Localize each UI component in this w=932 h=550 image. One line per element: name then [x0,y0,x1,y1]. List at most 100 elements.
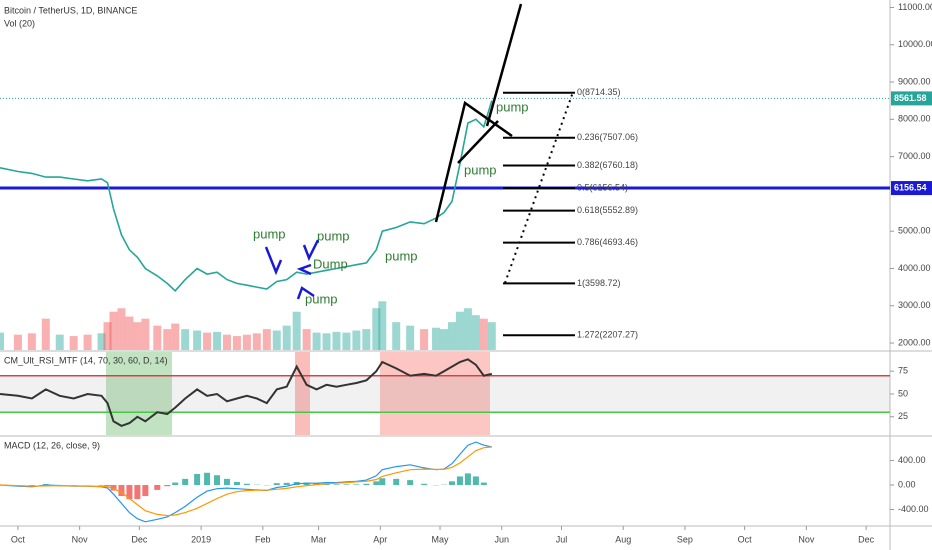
fib-label: 1(3598.72) [577,278,621,288]
histogram-bar [182,478,189,486]
dotted-line [504,91,574,284]
volume-bar [171,323,180,350]
histogram-bar [233,481,240,486]
volume-bar [103,322,112,350]
volume-bar [479,318,488,350]
volume-bar [242,334,251,350]
y-tick-label: 2000.00 [898,337,931,347]
histogram-bar [104,485,111,487]
x-tick-label: Dec [858,534,875,544]
arrows [264,239,320,300]
annotation: pump [317,228,350,243]
volume-bar [292,311,301,350]
histogram-bar [393,478,400,486]
histogram-bar [134,485,141,500]
volume-bar [153,325,162,350]
volume-bar [117,308,126,350]
histogram-bar [283,482,290,486]
volume-bar [83,334,92,350]
histogram-bar [333,484,340,486]
annotation: pump [496,99,529,114]
price-label-box [891,91,932,106]
volume-bar [406,325,415,350]
histogram-bar [110,485,117,491]
histogram-bar [421,483,428,486]
y-tick-label: 75 [898,366,908,376]
volume-bar [302,329,311,350]
volume-bar [282,325,291,350]
volume-bar [378,301,387,350]
histogram-bar [472,476,479,486]
volume-bar [55,334,64,350]
histogram-bar [379,478,386,486]
volume-bar [392,322,401,350]
rsi-overbought-zone [295,352,310,435]
volume-bar [440,329,449,350]
x-tick-label: Jun [494,534,509,544]
y-tick-label: 5000.00 [898,226,931,236]
x-tick-label: Apr [373,534,387,544]
volume-bar [232,336,241,350]
fib-label: 0.5(6156.54) [577,182,628,192]
volume-bar [109,311,118,350]
trend-line [434,100,513,223]
volume-bar [41,318,50,350]
volume-bar [252,333,261,350]
y-tick-label: 11000.00 [898,2,932,12]
histogram-bar [142,485,149,497]
rsi-oversold-zone [106,352,172,435]
histogram-bar [373,481,380,486]
data-line [0,446,492,517]
volume-bar [125,316,134,350]
trend-line [457,120,499,164]
volume-bar [332,331,341,350]
chart-title: Bitcoin / TetherUS, 1D, BINANCE [4,5,137,15]
volume-bar [487,322,496,350]
volume-bar [163,329,172,350]
y-tick-label: 0.00 [898,479,916,489]
fib-label: 1.272(2207.27) [577,330,638,340]
y-tick-label: 25 [898,411,908,421]
fib-label: 0.236(7507.06) [577,132,638,142]
histogram-bar [28,485,35,486]
volume-bar [262,329,271,350]
price-label-box [891,181,932,196]
volume-bar [352,330,361,350]
volume-bar [97,333,106,350]
histogram-bar [343,484,350,486]
rsi-overbought-zone [380,352,490,435]
volume-bar [0,332,4,350]
histogram-bar [118,485,125,497]
annotation: pump [385,248,418,263]
volume-bar [372,308,381,350]
y-tick-label: 4000.00 [898,263,931,273]
volume-bar [455,311,464,350]
x-tick-label: Nov [798,534,815,544]
x-tick-label: Sep [677,534,693,544]
histogram-bar [273,483,280,486]
volume-bar [312,332,321,350]
volume-bar [471,315,480,350]
volume-bar [342,332,351,350]
annotation: pump [464,162,497,177]
x-tick-label: Aug [615,534,631,544]
y-tick-label: 7000.00 [898,151,931,161]
volume-bar [420,329,429,350]
volume-bar [133,322,142,350]
volume-bar [193,330,202,350]
volume-bar [27,333,36,350]
x-tick-label: Dec [131,534,148,544]
histogram-bar [464,473,471,486]
x-tick-label: Jul [556,534,568,544]
volume-bar [362,329,371,350]
histogram-bar [407,480,414,486]
rsi-title: CM_Ult_RSI_MTF (14, 70, 30, 60, D, 14) [4,355,168,365]
histogram-bar [363,483,370,486]
fib-label: 0.382(6760.18) [577,160,638,170]
x-tick-label: Oct [738,534,753,544]
histogram-bar [194,473,201,486]
volume-bar [203,332,212,350]
annotation: Dump [313,256,348,271]
y-tick-label: 3000.00 [898,300,931,310]
